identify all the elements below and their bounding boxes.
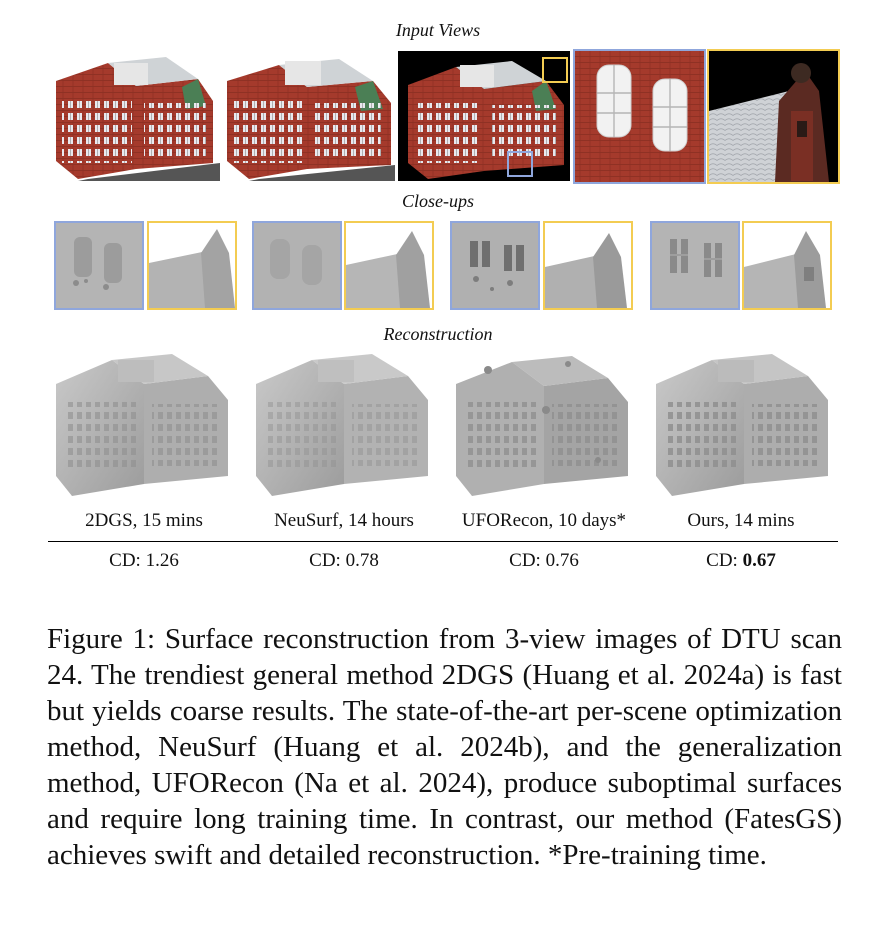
recon-2dgs-image (48, 350, 234, 498)
closeup-ours-roof-image (742, 221, 832, 310)
closeup-uforecon-window-image (450, 221, 540, 310)
recon-neusurf-image (248, 350, 434, 498)
cd-prefix: CD: (509, 550, 546, 571)
cd-value: 0.76 (545, 550, 579, 571)
cd-neusurf: CD: 0.78 (244, 550, 444, 572)
method-label-ours: Ours, 14 mins (687, 510, 795, 531)
cd-ours: CD: 0.67 (641, 550, 841, 572)
method-label-neusurf: NeuSurf, 14 hours (274, 510, 414, 531)
input-views-title: Input Views (395, 20, 481, 40)
input-view-3-image (398, 51, 570, 181)
cd-2dgs: CD: 1.26 (44, 550, 244, 572)
recon-ours-image (648, 350, 834, 498)
recon-uforecon-image (448, 350, 634, 498)
cd-uforecon: CD: 0.76 (444, 550, 644, 572)
closeup-ours-window-image (650, 221, 740, 310)
table-rule (48, 541, 838, 542)
closeup-2dgs-window-image (54, 221, 144, 310)
closeups-title: Close-ups (402, 191, 474, 211)
reconstruction-title: Reconstruction (383, 324, 493, 344)
closeup-2dgs-roof-image (147, 221, 237, 310)
input-zoom-roof-image (707, 49, 840, 184)
input-view-2-image (223, 51, 395, 181)
closeup-uforecon-roof-image (543, 221, 633, 310)
figure-caption: Figure 1: Surface reconstruction from 3-… (47, 623, 842, 871)
method-label-2dgs: 2DGS, 15 mins (85, 510, 203, 531)
cd-value: 0.67 (742, 550, 776, 571)
closeup-neusurf-window-image (252, 221, 342, 310)
cd-prefix: CD: (109, 550, 146, 571)
cd-prefix: CD: (309, 550, 346, 571)
input-zoom-window-image (573, 49, 706, 184)
input-view-1-image (48, 51, 220, 181)
method-label-uforecon: UFORecon, 10 days* (461, 510, 627, 531)
cd-value: 0.78 (345, 550, 379, 571)
closeup-neusurf-roof-image (344, 221, 434, 310)
cd-value: 1.26 (145, 550, 179, 571)
cd-prefix: CD: (706, 550, 743, 571)
